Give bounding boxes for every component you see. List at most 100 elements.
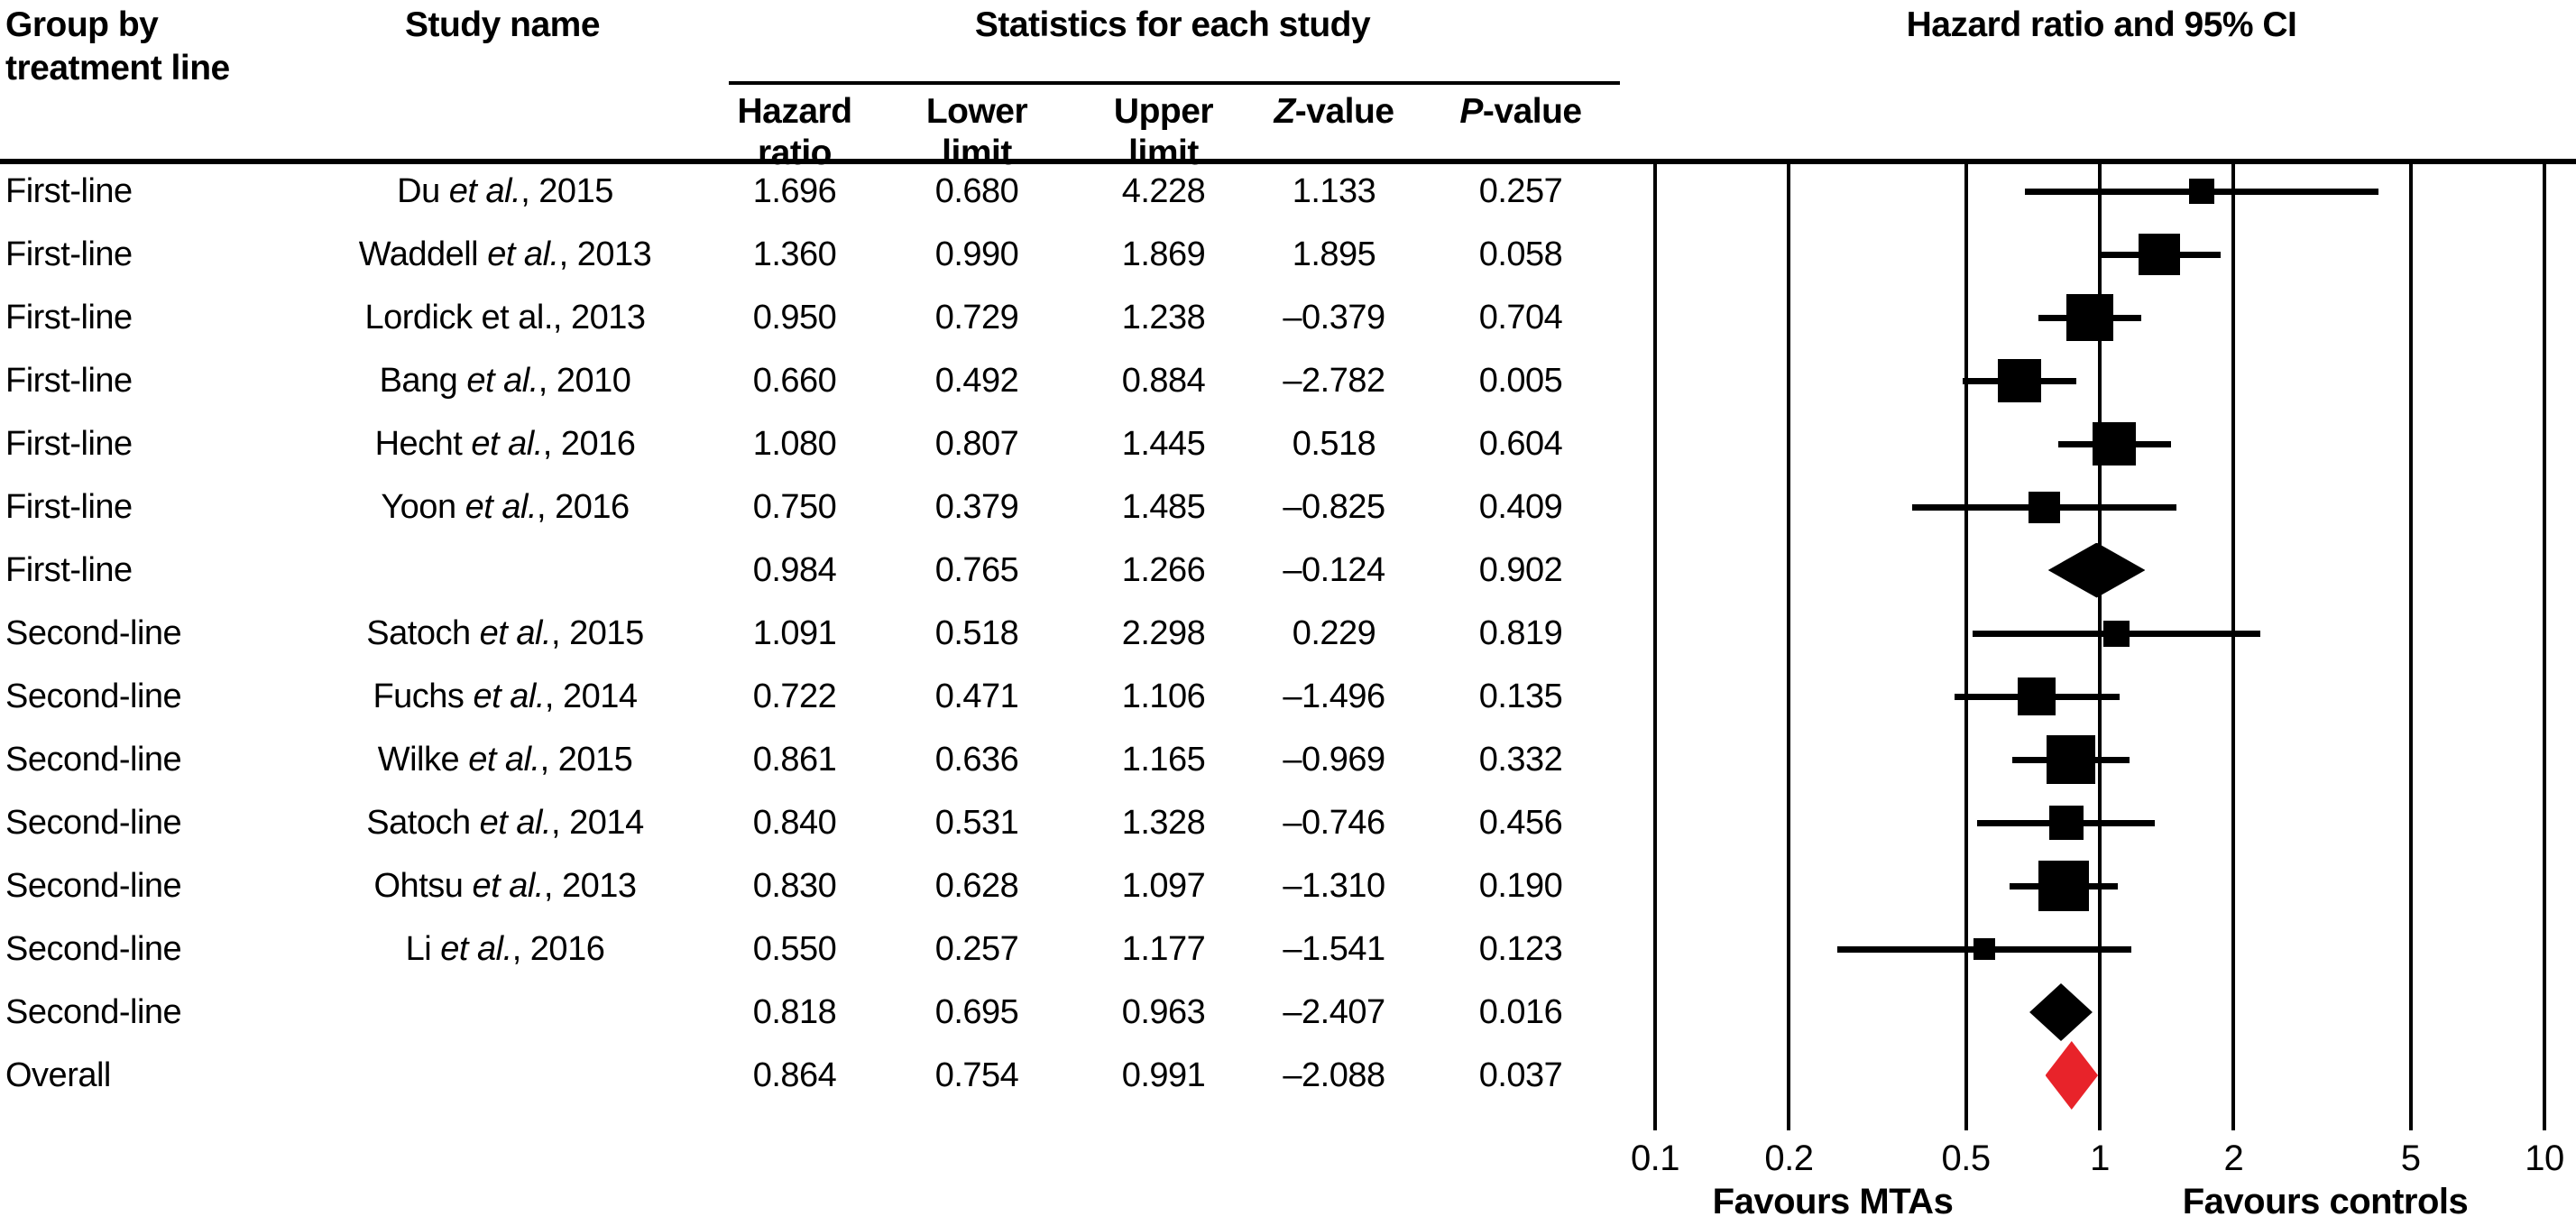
stat-hazard-ratio: 0.722 [752,678,837,715]
stat-lower-limit: 0.628 [934,867,1019,905]
stat-hazard-ratio: 0.818 [752,993,837,1031]
effect-size-square [1973,938,1995,960]
stat-p-value: 0.058 [1478,235,1563,273]
stat-hazard-ratio: 0.660 [752,362,837,400]
stat-z-value: –0.124 [1283,551,1385,589]
favours-left-label: Favours MTAs [1712,1182,1954,1221]
row-group-label: Second-line [5,678,182,715]
stat-upper-limit: 2.298 [1121,614,1206,652]
effect-size-square [2046,735,2095,784]
axis-tick-label: 5 [2400,1138,2421,1178]
stat-z-value: –2.782 [1283,362,1385,400]
overall-summary-diamond [2045,1041,2099,1110]
row-group-label: Second-line [5,993,182,1031]
stat-upper-limit: 1.328 [1121,804,1206,842]
stat-hazard-ratio: 0.840 [752,804,837,842]
favours-right-label: Favours controls [2182,1182,2469,1221]
gridline-0.5 [1964,164,1968,1130]
stat-hazard-ratio: 0.861 [752,741,837,779]
stat-upper-limit: 1.238 [1121,299,1206,336]
row-group-label: First-line [5,551,133,589]
stat-p-value: 0.123 [1478,930,1563,968]
stat-upper-limit: 0.991 [1121,1056,1206,1094]
stat-p-value: 0.409 [1478,488,1563,526]
header-hazard-ratio-1: Hazard [737,92,852,131]
stat-upper-limit: 1.097 [1121,867,1206,905]
stat-lower-limit: 0.765 [934,551,1019,589]
stat-upper-limit: 1.266 [1121,551,1206,589]
statistics-underline [729,81,1620,85]
axis-tick-label: 10 [2525,1138,2564,1178]
axis-tick-label: 1 [2090,1138,2110,1178]
stat-hazard-ratio: 1.696 [752,172,837,210]
stat-upper-limit: 0.884 [1121,362,1206,400]
stat-hazard-ratio: 0.550 [752,930,837,968]
stat-lower-limit: 0.754 [934,1056,1019,1094]
row-study-label: Bang et al., 2010 [379,362,631,400]
stat-hazard-ratio: 1.091 [752,614,837,652]
stat-upper-limit: 1.869 [1121,235,1206,273]
stat-hazard-ratio: 0.864 [752,1056,837,1094]
stat-p-value: 0.190 [1478,867,1563,905]
gridline-2 [2231,164,2236,1130]
stat-upper-limit: 4.228 [1121,172,1206,210]
stat-z-value: 1.133 [1292,172,1376,210]
effect-size-square [2066,294,2114,341]
header-group-line1: Group by [5,5,159,44]
stat-lower-limit: 0.990 [934,235,1019,273]
stat-p-value: 0.332 [1478,741,1563,779]
effect-size-square [2038,861,2090,911]
effect-size-square [2138,234,2180,275]
effect-size-square [2028,491,2060,523]
stat-upper-limit: 1.485 [1121,488,1206,526]
stat-hazard-ratio: 0.950 [752,299,837,336]
stat-z-value: 1.895 [1292,235,1376,273]
stat-p-value: 0.257 [1478,172,1563,210]
row-study-label: Hecht et al., 2016 [374,425,636,463]
effect-size-square [2048,806,2084,840]
stat-hazard-ratio: 1.360 [752,235,837,273]
row-group-label: Second-line [5,614,182,652]
stat-z-value: –1.496 [1283,678,1385,715]
effect-size-square [2018,678,2056,715]
row-group-label: Overall [5,1056,111,1094]
stat-hazard-ratio: 1.080 [752,425,837,463]
header-p-value: P-value [1459,92,1582,131]
header-upper-limit-1: Upper [1113,92,1214,131]
stat-z-value: –1.541 [1283,930,1385,968]
plot-title: Hazard ratio and 95% CI [1906,5,2297,44]
stat-z-value: –0.379 [1283,299,1385,336]
row-group-label: Second-line [5,804,182,842]
stat-p-value: 0.819 [1478,614,1563,652]
stat-p-value: 0.456 [1478,804,1563,842]
header-group-line2: treatment line [5,49,230,88]
stat-z-value: –0.746 [1283,804,1385,842]
effect-size-square [2103,620,2130,647]
row-study-label: Fuchs et al., 2014 [373,678,638,715]
header-z-value: Z-value [1274,92,1394,131]
effect-size-square [1998,359,2042,402]
row-group-label: Second-line [5,741,182,779]
stat-p-value: 0.604 [1478,425,1563,463]
axis-tick-label: 0.5 [1941,1138,1992,1178]
row-group-label: Second-line [5,930,182,968]
stat-p-value: 0.037 [1478,1056,1563,1094]
stat-lower-limit: 0.518 [934,614,1019,652]
stat-lower-limit: 0.379 [934,488,1019,526]
row-group-label: First-line [5,488,133,526]
stat-upper-limit: 1.106 [1121,678,1206,715]
header-study-name: Study name [404,5,601,44]
gridline-0.1 [1653,164,1657,1130]
stat-upper-limit: 1.165 [1121,741,1206,779]
stat-z-value: –2.088 [1283,1056,1385,1094]
stat-lower-limit: 0.680 [934,172,1019,210]
gridline-5 [2408,164,2413,1130]
row-study-label: Waddell et al., 2013 [358,235,652,273]
axis-tick-label: 0.2 [1764,1138,1814,1178]
row-group-label: Second-line [5,867,182,905]
stat-p-value: 0.902 [1478,551,1563,589]
stat-z-value: 0.229 [1292,614,1376,652]
header-separator-line [0,159,2576,164]
row-study-label: Du et al., 2015 [397,172,613,210]
stat-lower-limit: 0.807 [934,425,1019,463]
